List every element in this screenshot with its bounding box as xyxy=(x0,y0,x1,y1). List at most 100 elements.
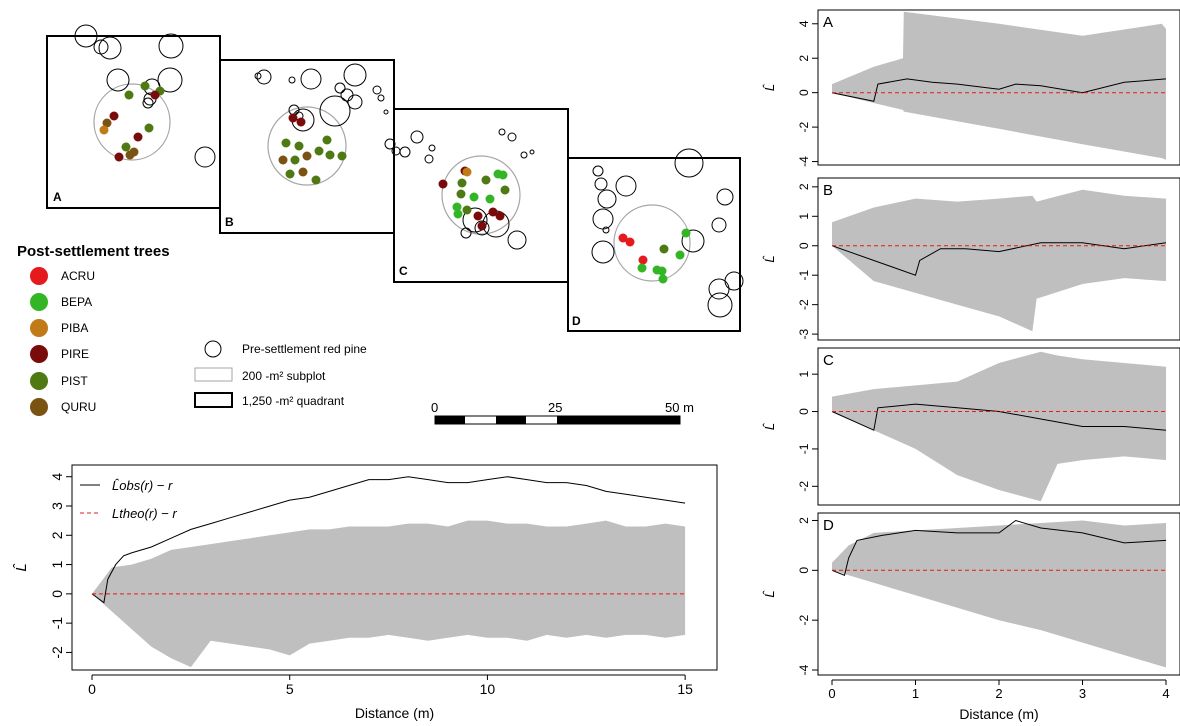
y-axis-label: L̂ xyxy=(762,83,777,91)
y-axis-label: L̂ xyxy=(762,422,777,430)
legend-item-bepa: BEPA xyxy=(30,293,92,311)
legend-label: ACRU xyxy=(61,269,95,283)
x-tick-label: 15 xyxy=(677,681,693,697)
subplot-circle xyxy=(93,83,171,161)
panel-label: B xyxy=(823,182,833,199)
y-tick-label: 0 xyxy=(797,242,811,249)
x-tick-label: 3 xyxy=(1079,686,1086,701)
legend-label: 200 -m² subplot xyxy=(242,369,326,383)
quadrant-a: A xyxy=(46,24,221,209)
y-tick-label: 4 xyxy=(49,473,65,481)
legend-obs-label: L̂obs(r) − r xyxy=(112,478,173,493)
observed-line xyxy=(831,403,1167,431)
x-tick-label: 0 xyxy=(88,681,96,697)
subplot-circle xyxy=(267,106,347,186)
y-tick-label: -4 xyxy=(797,664,811,675)
legend-label: BEPA xyxy=(61,295,92,309)
y-tick-label: 0 xyxy=(49,590,65,598)
y-tick-label: -2 xyxy=(797,299,811,310)
y-tick-label: -3 xyxy=(797,328,811,339)
legend-swatch xyxy=(30,398,48,416)
observed-line xyxy=(831,78,1167,102)
x-tick-label: 0 xyxy=(828,686,835,701)
quadrant-label-a: A xyxy=(53,190,62,204)
y-tick-label: 2 xyxy=(49,531,65,539)
scale-tick-0: 0 xyxy=(431,400,438,415)
simulation-envelope xyxy=(832,351,1166,502)
quadrant-c: C xyxy=(384,108,569,283)
legend-swatch xyxy=(30,267,48,285)
x-axis-label: Distance (m) xyxy=(959,706,1038,722)
legend-item-subplot: 200 -m² subplot xyxy=(194,367,326,383)
y-tick-label: -1 xyxy=(797,270,811,281)
observed-line xyxy=(91,476,686,604)
quadrant-label-b: B xyxy=(225,215,234,229)
scale-bar: 0 25 50 m xyxy=(431,400,694,425)
y-tick-label: 3 xyxy=(49,502,65,510)
chart-panel-c: -2 -1 0 1 L̂ C xyxy=(762,347,1180,506)
y-tick-label: 1 xyxy=(49,560,65,568)
legend-item-acru: ACRU xyxy=(30,267,95,285)
chart-panel-a: -4 -2 0 2 4 L̂ A xyxy=(762,9,1180,167)
x-tick-label: 5 xyxy=(286,681,294,697)
quadrant-swatch xyxy=(194,392,233,408)
legend-item-red-pine: Pre-settlement red pine xyxy=(204,340,367,358)
y-tick-label: -2 xyxy=(797,121,811,132)
legend-swatch xyxy=(30,293,48,311)
post-settlement-trees xyxy=(618,228,691,284)
y-tick-label: 0 xyxy=(797,567,811,574)
y-axis-label: L̂ xyxy=(13,563,30,572)
legend-item-quru: QURU xyxy=(30,398,96,416)
legend-label: PIBA xyxy=(61,321,88,335)
legend-label: Pre-settlement red pine xyxy=(242,342,367,356)
scale-tick-25: 25 xyxy=(548,400,562,415)
post-settlement-trees xyxy=(99,81,165,162)
panel-label: A xyxy=(823,14,833,31)
legend-item-pist: PIST xyxy=(30,372,88,390)
y-tick-label: 2 xyxy=(797,55,811,62)
y-tick-label: 1 xyxy=(797,371,811,378)
y-tick-label: -2 xyxy=(797,481,811,492)
legend-swatch xyxy=(30,319,48,337)
scale-tick-50: 50 m xyxy=(665,400,694,415)
y-tick-label: -1 xyxy=(797,443,811,454)
legend-item-piba: PIBA xyxy=(30,319,88,337)
quadrant-label-d: D xyxy=(572,314,581,328)
x-tick-label: 4 xyxy=(1162,686,1169,701)
y-axis-label: L̂ xyxy=(762,590,777,598)
subplot-swatch xyxy=(194,367,233,382)
y-tick-label: 2 xyxy=(797,183,811,190)
y-tick-label: 4 xyxy=(797,20,811,27)
observed-line xyxy=(831,242,1167,276)
legend-label: PIST xyxy=(61,374,88,388)
y-tick-label: 0 xyxy=(797,408,811,415)
subplot-circle xyxy=(613,204,691,282)
y-tick-label: -4 xyxy=(797,156,811,167)
legend-label: QURU xyxy=(61,400,96,414)
subplot-circle xyxy=(441,155,521,235)
legend-item-pire: PIRE xyxy=(30,345,89,363)
species-legend: Post-settlement trees ACRU BEPA PIBA PIR… xyxy=(17,243,170,416)
chart-main: -2 -1 0 1 2 3 4 L̂ 0 5 10 15 Distance (m) L̂obs(r) − … xyxy=(13,464,718,721)
legend-swatch xyxy=(30,345,48,363)
red-pine-symbols xyxy=(591,148,744,318)
legend-label: PIRE xyxy=(61,347,89,361)
map-panel: A B xyxy=(46,24,744,332)
y-tick-label: 1 xyxy=(797,213,811,220)
x-axis-label: Distance (m) xyxy=(355,705,434,721)
quadrant-b: B xyxy=(219,59,395,234)
quadrant-label-c: C xyxy=(399,264,408,278)
symbol-legend: Pre-settlement red pine 200 -m² subplot … xyxy=(194,340,367,408)
y-tick-label: 0 xyxy=(797,89,811,96)
y-tick-label: -2 xyxy=(797,615,811,626)
red-pine-swatch xyxy=(204,340,222,358)
legend-theo-label: Ltheo(r) − r xyxy=(112,506,177,521)
post-settlement-trees xyxy=(438,166,510,231)
simulation-envelope xyxy=(832,11,1166,160)
quadrant-d: D xyxy=(567,148,744,332)
observed-line xyxy=(831,519,1167,576)
panel-label: C xyxy=(823,352,834,369)
x-tick-label: 1 xyxy=(912,686,919,701)
legend-swatch xyxy=(30,372,48,390)
